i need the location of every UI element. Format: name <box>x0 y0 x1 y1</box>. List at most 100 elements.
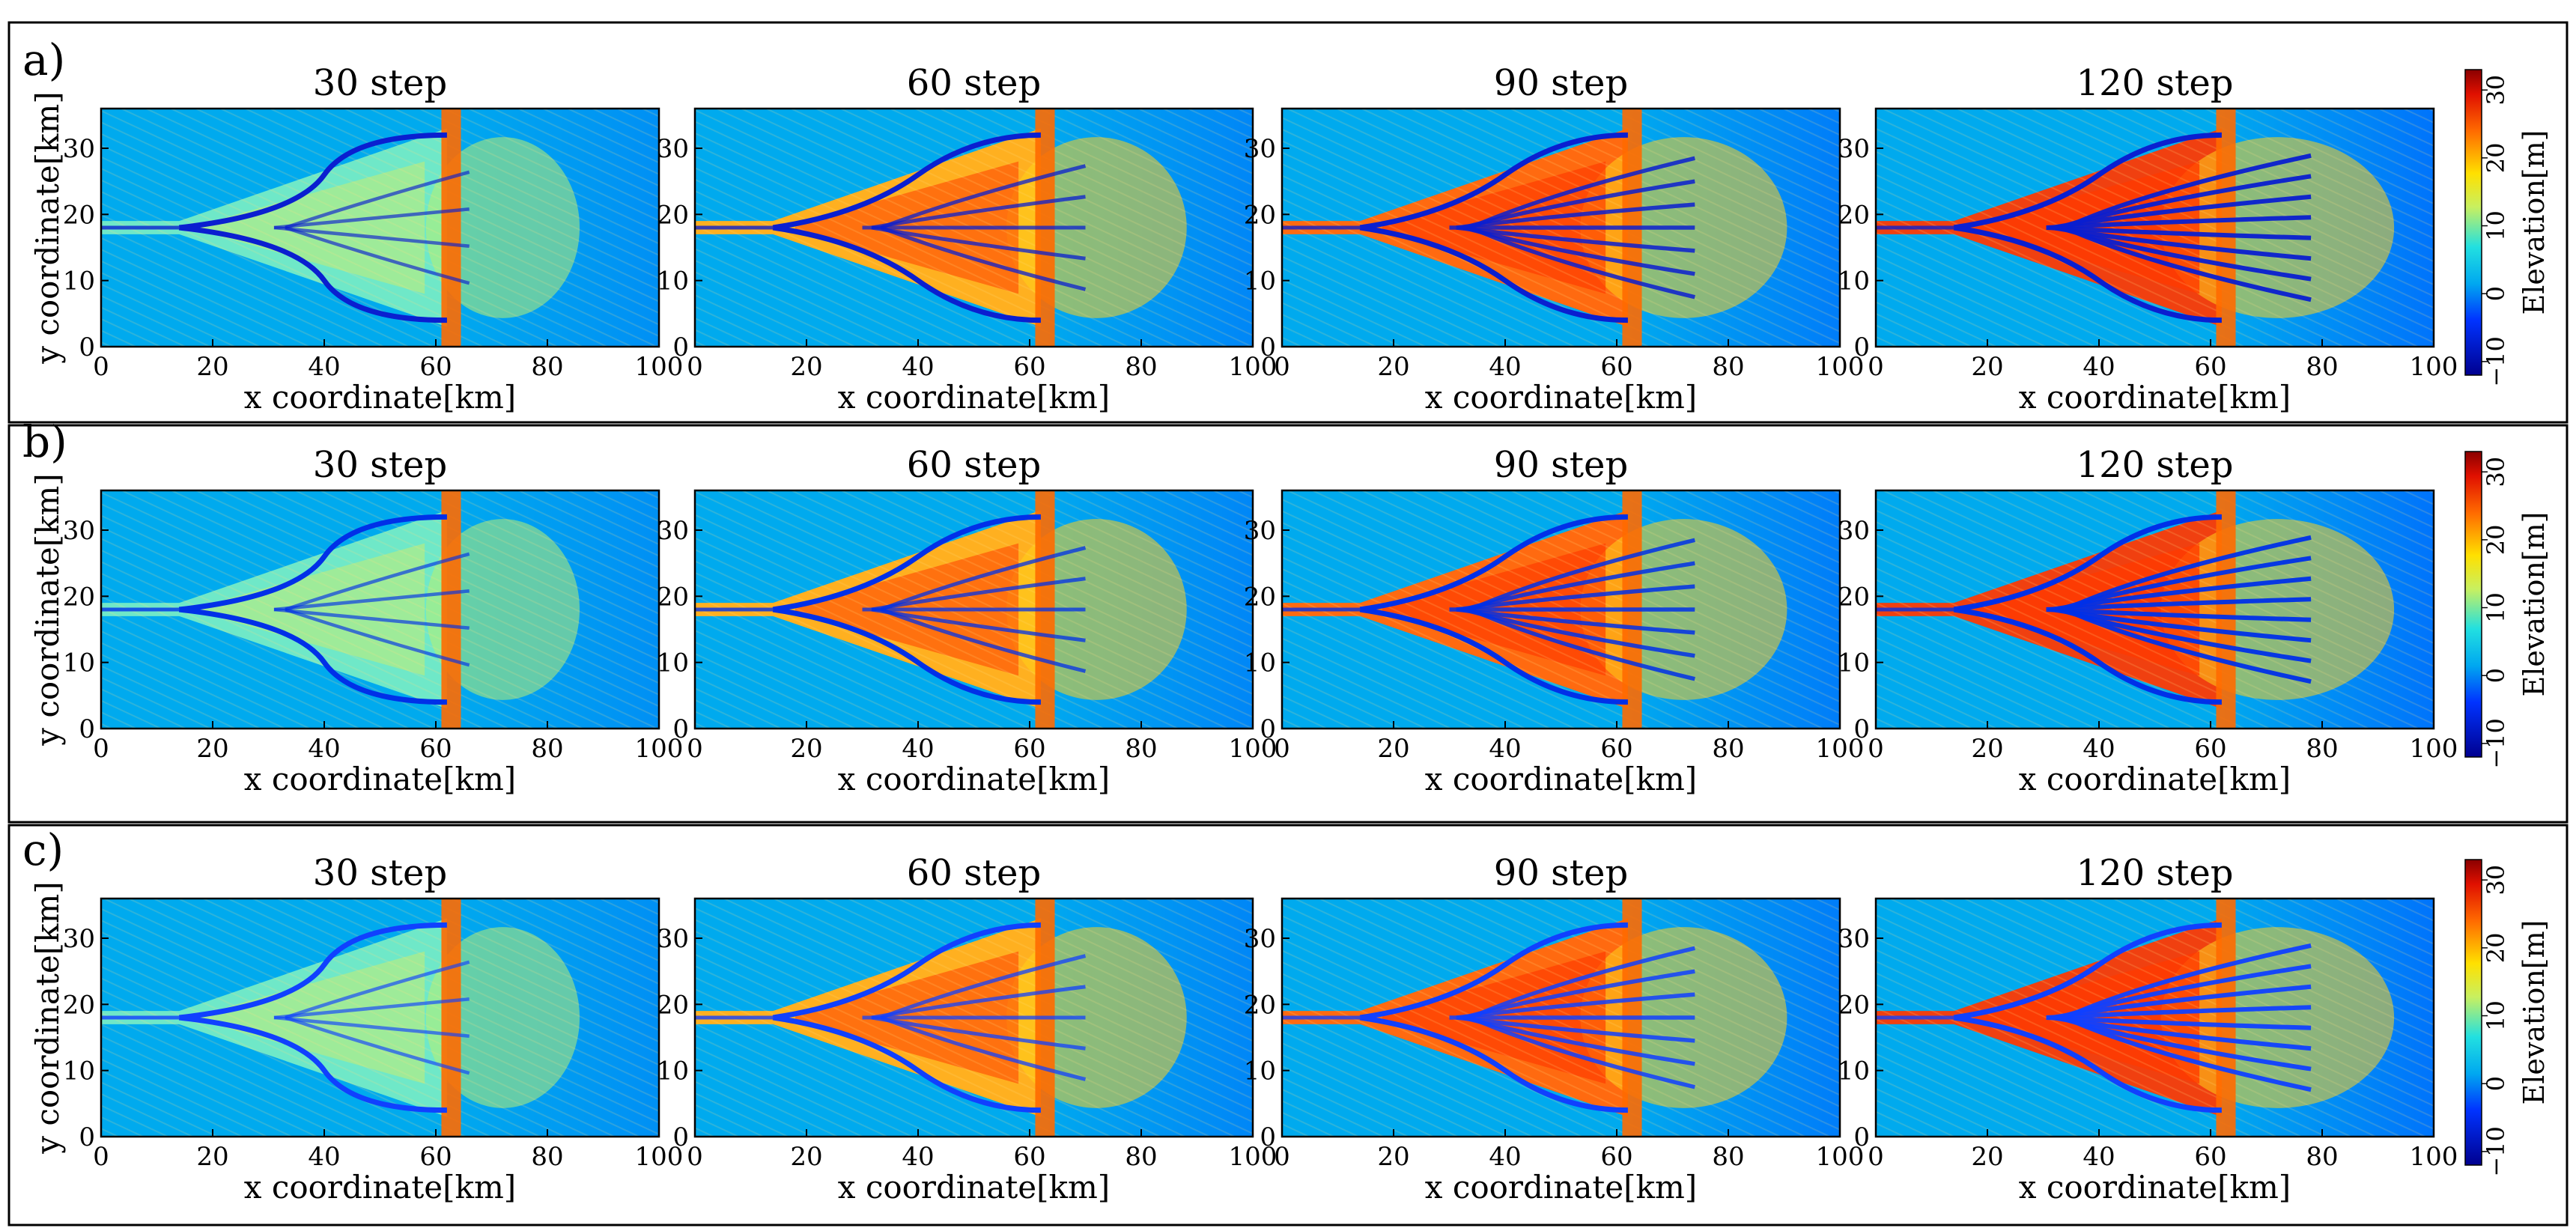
distributary-channel <box>2046 1015 2312 1030</box>
y-tick-label: 0 <box>672 1122 689 1152</box>
x-tick-label: 60 <box>2194 1142 2226 1172</box>
x-axis-label: x coordinate[km] <box>838 1169 1110 1206</box>
distributary-channel <box>273 207 470 230</box>
y-tick-label: 30 <box>63 516 95 546</box>
x-tick-label: 80 <box>531 734 563 764</box>
heatmap-area <box>1876 899 2434 1137</box>
distributary-channel <box>273 589 470 612</box>
x-tick-label: 60 <box>2194 352 2226 382</box>
axes-box <box>1874 489 2435 730</box>
x-tick-label: 80 <box>1712 352 1744 382</box>
y-tick-label: 0 <box>1853 714 1870 744</box>
distributary-channel <box>285 1015 470 1075</box>
x-tick-label: 20 <box>790 734 822 764</box>
axes-box <box>100 897 660 1138</box>
colorbar-tick-label: 20 <box>2482 933 2510 964</box>
y-tick-label: 0 <box>79 332 95 362</box>
distributary-channel <box>178 607 447 705</box>
distributary-channel <box>880 164 1087 230</box>
colorbar: −10 0 10 20 30 Elevation[m] <box>2464 451 2551 769</box>
x-tick-label: 100 <box>2410 1142 2458 1172</box>
distributary-channel <box>1359 1015 1628 1113</box>
y-tick-label: 20 <box>63 582 95 612</box>
colorbar-tick-label: 20 <box>2482 143 2510 174</box>
distributary-channel <box>1359 922 1628 1021</box>
x-tick-label: 40 <box>902 1142 934 1172</box>
colorbar-tick-label: 30 <box>2482 865 2510 896</box>
x-tick-label: 100 <box>1229 1142 1278 1172</box>
x-tick-label: 20 <box>790 352 822 382</box>
y-tick-label: 0 <box>79 714 95 744</box>
y-axis-label: y coordinate[km] <box>29 473 66 746</box>
x-axis-label: x coordinate[km] <box>244 1169 516 1206</box>
colorbar: −10 0 10 20 30 Elevation[m] <box>2464 859 2551 1177</box>
x-tick-label: 0 <box>1274 734 1290 764</box>
colorbar-tick-label: −10 <box>2482 336 2510 387</box>
y-tick-label: 20 <box>657 200 689 230</box>
y-tick-label: 0 <box>79 1122 95 1152</box>
x-tick-label: 0 <box>687 734 703 764</box>
y-tick-label: 30 <box>63 134 95 164</box>
panel-b-90: 90 step 0 20 40 60 80 100 0 10 20 30 x coordinate[k… <box>1244 444 1865 797</box>
axes-box <box>1281 107 1841 348</box>
panel-title: 30 step <box>313 444 447 486</box>
x-tick-label: 20 <box>196 352 228 382</box>
x-tick-label: 60 <box>1013 352 1045 382</box>
distributary-channel <box>772 514 1041 613</box>
y-tick-label: 10 <box>1838 267 1870 297</box>
colorbar-label: Elevation[m] <box>2518 920 2551 1105</box>
y-tick-label: 20 <box>1838 582 1870 612</box>
y-tick-label: 0 <box>1260 1122 1276 1152</box>
x-axis-label: x coordinate[km] <box>2019 761 2291 797</box>
distributary-channel <box>178 225 447 323</box>
panel-c-90: 90 step 0 20 40 60 80 100 0 10 20 30 x coordinate[k… <box>1244 852 1865 1206</box>
x-axis-label: x coordinate[km] <box>244 761 516 797</box>
x-tick-label: 20 <box>1971 352 2003 382</box>
x-tick-label: 80 <box>531 1142 563 1172</box>
distributary-channel <box>2052 225 2312 261</box>
colorbar: −10 0 10 20 30 Elevation[m] <box>2464 69 2551 387</box>
distributary-channel <box>880 954 1087 1020</box>
y-tick-label: 20 <box>63 200 95 230</box>
x-tick-label: 100 <box>635 734 684 764</box>
y-tick-label: 0 <box>672 332 689 362</box>
distributary-channel <box>285 607 470 667</box>
x-axis-label: x coordinate[km] <box>2019 1169 2291 1206</box>
y-tick-label: 10 <box>1244 1057 1276 1086</box>
distributary-channel <box>178 1015 447 1113</box>
x-tick-label: 20 <box>1377 734 1409 764</box>
distributary-channel <box>1953 922 2222 1021</box>
distributary-channel <box>2046 225 2312 240</box>
y-tick-label: 10 <box>63 1057 95 1086</box>
colorbar-tick-label: −10 <box>2482 1126 2510 1177</box>
colorbar-label: Elevation[m] <box>2518 130 2551 315</box>
x-tick-label: 100 <box>1229 352 1278 382</box>
colorbar-tick-label: 10 <box>2482 1000 2510 1031</box>
y-tick-label: 0 <box>1260 714 1276 744</box>
y-tick-label: 10 <box>657 267 689 297</box>
x-tick-label: 20 <box>196 1142 228 1172</box>
axes-box <box>693 489 1254 730</box>
distributary-channel <box>1953 132 2222 231</box>
x-tick-label: 0 <box>687 352 703 382</box>
distributary-channel <box>880 546 1087 612</box>
colorbar-tick-label: 20 <box>2482 525 2510 556</box>
x-tick-label: 60 <box>1013 734 1045 764</box>
x-tick-label: 40 <box>902 734 934 764</box>
distributary-channel <box>285 960 470 1020</box>
x-tick-label: 100 <box>1816 352 1865 382</box>
distributary-channel <box>1359 607 1628 705</box>
x-tick-label: 20 <box>1377 352 1409 382</box>
x-tick-label: 0 <box>1868 352 1884 382</box>
x-tick-label: 60 <box>1013 1142 1045 1172</box>
panel-a-120: 120 step 0 20 40 60 80 100 0 10 20 30 x coordinate[… <box>1838 62 2458 416</box>
distributary-channel <box>2064 153 2312 230</box>
y-tick-label: 0 <box>1260 332 1276 362</box>
axes-box <box>100 489 660 730</box>
colorbar-tick-label: 10 <box>2482 592 2510 623</box>
x-tick-label: 40 <box>2083 734 2115 764</box>
heatmap-area <box>1876 109 2434 347</box>
